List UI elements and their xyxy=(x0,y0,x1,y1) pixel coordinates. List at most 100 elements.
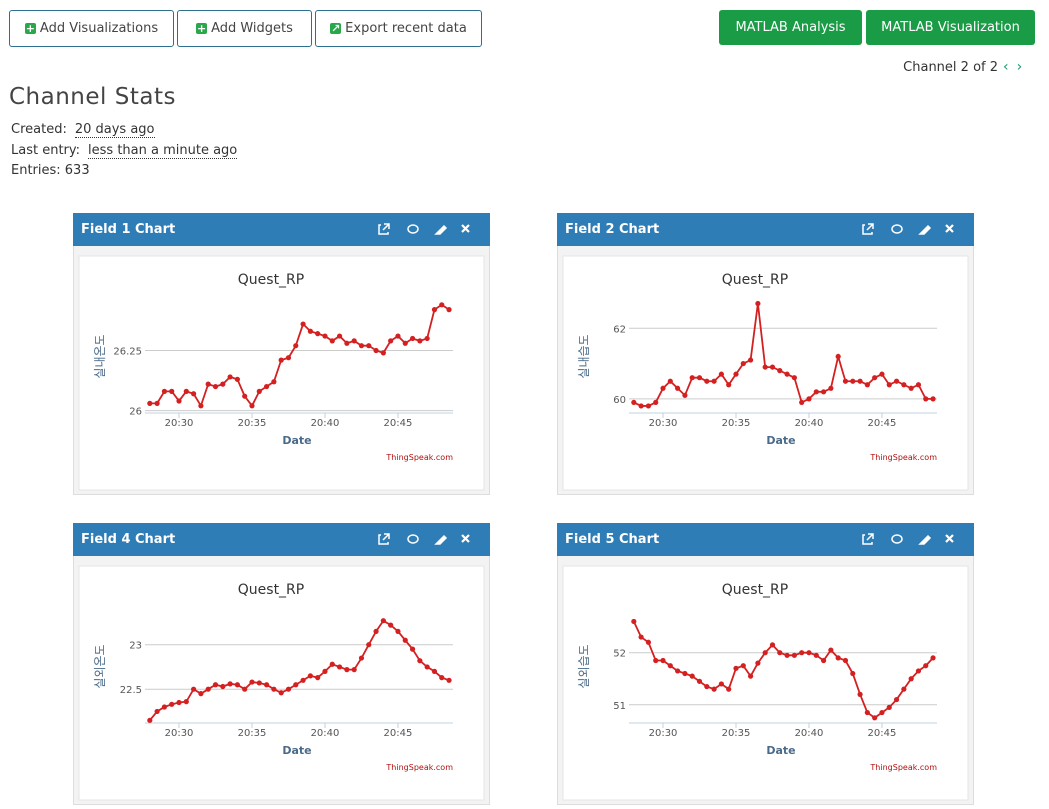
header-icons[interactable] xyxy=(378,223,470,235)
data-point xyxy=(784,652,790,658)
icon-edit xyxy=(434,534,448,545)
data-point xyxy=(930,655,936,661)
header-icons[interactable] xyxy=(862,533,954,545)
y-tick-label: 22.5 xyxy=(120,685,142,696)
data-point xyxy=(249,403,255,409)
icon-close xyxy=(461,534,470,543)
data-point xyxy=(631,618,637,625)
data-point xyxy=(689,673,695,679)
x-tick-label: 20:40 xyxy=(311,728,340,739)
x-axis-title: Date xyxy=(282,434,311,447)
data-point xyxy=(784,371,790,377)
chart-title: Quest_RP xyxy=(238,582,304,598)
x-axis-title: Date xyxy=(282,744,311,757)
data-point xyxy=(711,378,717,384)
data-point xyxy=(191,686,197,692)
data-point xyxy=(835,353,841,360)
data-point xyxy=(726,382,732,388)
button[interactable]: + Add Visualizations xyxy=(9,10,174,47)
credit: ThingSpeak.com xyxy=(385,763,453,772)
data-point xyxy=(395,628,401,634)
x-tick-label: 20:35 xyxy=(722,728,751,739)
chart-panel: Field 5 Chart Quest_RP 51 52 20:30 20:35 20:40… xyxy=(557,523,974,805)
value: less than a minute ago xyxy=(88,143,238,159)
x-tick-label: 20:45 xyxy=(868,728,897,739)
data-point xyxy=(409,646,416,652)
data-point xyxy=(176,398,182,404)
data-point xyxy=(704,683,710,690)
data-point xyxy=(915,668,922,674)
chart-panel: Field 2 Chart Quest_RP 60 62 20:30 20:35 20:40… xyxy=(557,213,974,495)
data-point xyxy=(161,388,168,394)
data-point xyxy=(395,333,401,339)
data-point xyxy=(704,378,710,384)
data-point xyxy=(806,650,812,656)
x-tick-label: 20:35 xyxy=(238,418,267,429)
data-point xyxy=(893,378,900,384)
data-point xyxy=(667,378,673,384)
data-point xyxy=(842,378,849,384)
data-point xyxy=(857,691,863,697)
chart-panel: Field 4 Chart Quest_RP 22.5 23 20:30 20:35 20:… xyxy=(73,523,490,805)
x-tick-label: 20:30 xyxy=(649,418,678,429)
data-point xyxy=(813,389,819,395)
data-point xyxy=(879,371,885,377)
x-tick-label: 20:35 xyxy=(722,418,751,429)
icon-open xyxy=(862,223,874,235)
data-point xyxy=(351,338,357,344)
data-point xyxy=(183,388,189,394)
x-tick-label: 20:30 xyxy=(165,418,194,429)
data-point xyxy=(293,682,299,688)
data-point xyxy=(747,673,754,679)
icon-close xyxy=(461,224,470,233)
data-point xyxy=(424,335,430,342)
data-point xyxy=(631,399,637,406)
pager: Channel 2 of 2 xyxy=(903,60,998,75)
matlab-button[interactable]: MATLAB Visualization xyxy=(866,10,1035,45)
matlab-button[interactable]: MATLAB Analysis xyxy=(719,10,862,45)
data-point xyxy=(645,403,652,409)
button[interactable]: ↗ Export recent data xyxy=(315,10,482,47)
data-point xyxy=(645,639,652,645)
data-point xyxy=(446,307,452,313)
data-point xyxy=(864,382,870,388)
icon-close xyxy=(945,224,954,233)
data-point xyxy=(307,328,313,334)
data-point xyxy=(402,340,408,346)
panel-title: Field 5 Chart xyxy=(565,532,659,547)
data-point xyxy=(147,717,153,723)
data-point xyxy=(263,682,270,688)
data-point xyxy=(660,385,666,391)
data-point xyxy=(711,686,717,692)
data-point xyxy=(234,682,240,688)
icon-comment xyxy=(407,534,419,544)
x-tick-label: 20:40 xyxy=(311,418,340,429)
data-point xyxy=(908,385,914,391)
data-point xyxy=(373,628,379,634)
data-point xyxy=(930,396,936,402)
data-point xyxy=(198,691,204,697)
data-point xyxy=(660,657,666,664)
header-icons[interactable] xyxy=(378,533,470,545)
data-point xyxy=(263,383,270,390)
data-point xyxy=(689,375,695,381)
data-point xyxy=(682,670,688,677)
button[interactable]: + Add Widgets xyxy=(177,10,312,47)
data-point xyxy=(835,655,841,661)
data-point xyxy=(923,663,929,669)
data-point xyxy=(358,343,365,349)
icon-comment xyxy=(891,224,903,234)
x-tick-label: 20:45 xyxy=(384,418,413,429)
value: 20 days ago xyxy=(74,122,155,138)
pager-arrows[interactable]: ‹› xyxy=(1003,59,1031,75)
data-point xyxy=(256,388,262,394)
y-tick-label: 62 xyxy=(613,324,626,335)
data-point xyxy=(402,637,408,643)
icon-close xyxy=(945,534,954,543)
y-tick-label: 60 xyxy=(613,395,626,406)
header-icons[interactable] xyxy=(862,223,954,235)
button-label: Add Widgets xyxy=(211,21,293,36)
panel-title: Field 4 Chart xyxy=(81,532,175,547)
data-point xyxy=(431,307,438,313)
